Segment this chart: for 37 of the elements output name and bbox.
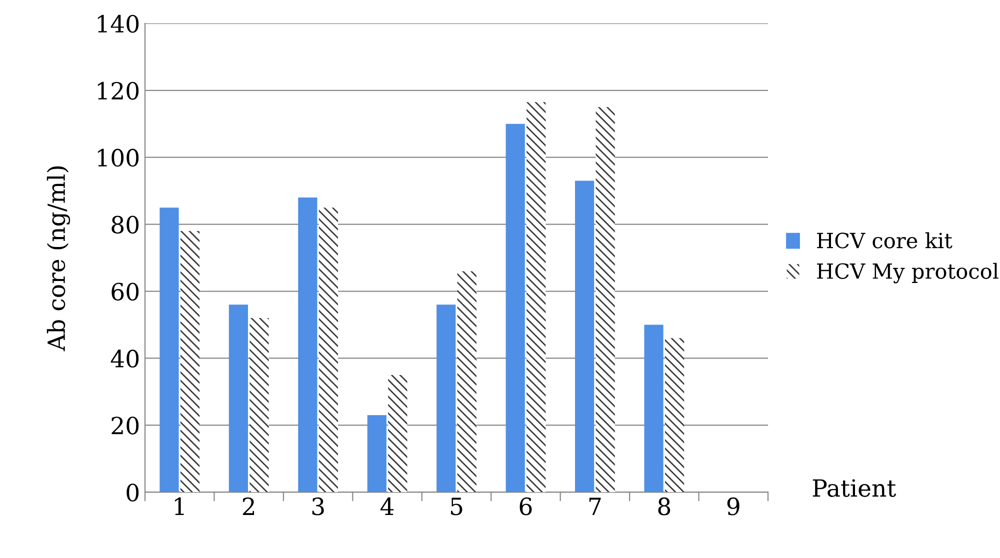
bar [436,304,456,492]
x-tick-label: 6 [520,497,532,516]
bar [160,208,179,492]
bar [250,318,269,492]
bar [367,415,386,492]
x-tick-label: 8 [658,497,670,516]
bar [596,107,615,492]
x-axis-title: Patient [812,479,896,497]
bar [388,374,408,492]
bar [526,102,546,492]
bar [644,324,664,492]
y-tick-label: 140 [98,14,139,33]
x-tick-label: 4 [380,497,394,515]
legend-label: HCV core kit [817,232,952,248]
y-tick-label: 80 [112,216,139,234]
x-tick-label: 7 [589,498,601,515]
y-tick-label: 0 [126,484,139,502]
y-tick-label: 40 [110,350,139,368]
bar [318,208,338,492]
x-tick-label: 9 [727,497,740,516]
bar [228,304,248,492]
y-tick-label: 100 [98,148,139,167]
x-tick-label: 3 [312,497,324,516]
y-axis-title: Ab core (ng/ml) [46,166,70,352]
x-tick-label: 2 [242,497,254,515]
y-tick-label: 120 [98,82,139,100]
bar [298,198,318,492]
x-tick-label: 5 [450,498,462,516]
bar [664,338,684,492]
bar [457,271,476,492]
y-tick-label: 60 [112,282,139,301]
bar [180,231,200,492]
legend-label: HCV My protocol [817,262,998,284]
bar [506,124,525,492]
bar [575,180,594,492]
y-tick-label: 20 [112,416,139,434]
x-tick-label: 1 [174,497,184,515]
